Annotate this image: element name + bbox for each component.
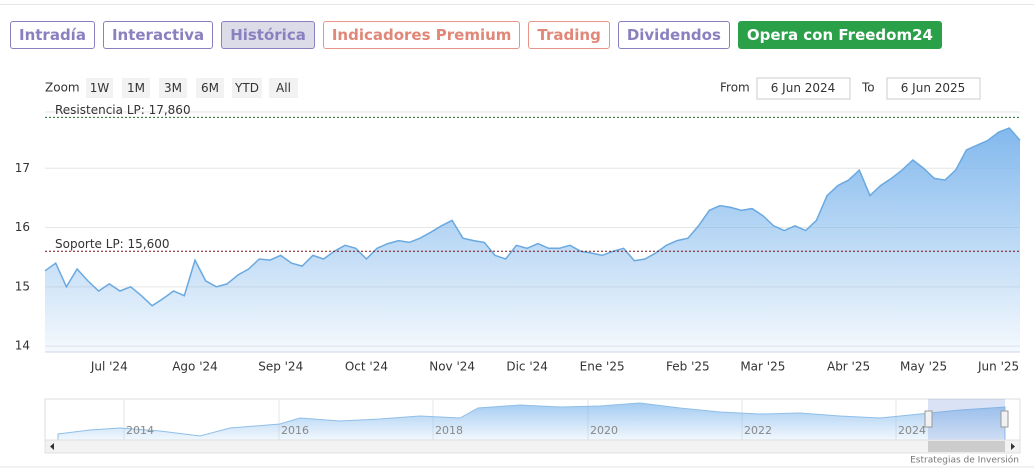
zoom-button-label[interactable]: 6M bbox=[201, 81, 219, 95]
scrollbar-thumb[interactable] bbox=[928, 441, 1005, 452]
zoom-button-label[interactable]: 1M bbox=[127, 81, 145, 95]
to-input[interactable] bbox=[886, 77, 981, 100]
y-tick-label: 17 bbox=[15, 161, 30, 175]
x-tick-label: Nov '24 bbox=[429, 360, 475, 374]
x-tick-label: Abr '25 bbox=[827, 360, 870, 374]
x-tick-label: Oct '24 bbox=[345, 360, 388, 374]
x-tick-label: Jun '25 bbox=[977, 360, 1019, 374]
x-tick-label: Dic '24 bbox=[506, 360, 548, 374]
x-tick-label: Feb '25 bbox=[666, 360, 710, 374]
zoom-button-label[interactable]: 3M bbox=[164, 81, 182, 95]
x-tick-label: Ene '25 bbox=[580, 360, 625, 374]
annotation-label: Resistencia LP: 17,860 bbox=[55, 103, 191, 117]
tab[interactable]: Trading bbox=[528, 21, 610, 49]
tab[interactable]: Indicadores Premium bbox=[322, 21, 521, 49]
zoom-button[interactable] bbox=[232, 78, 262, 98]
tab[interactable]: Opera con Freedom24 bbox=[737, 21, 942, 49]
to-label: To bbox=[861, 81, 875, 95]
tab[interactable]: Intradía bbox=[10, 21, 95, 49]
navigator-label: 2018 bbox=[435, 424, 463, 437]
tab[interactable]: Interactiva bbox=[102, 21, 214, 49]
zoom-button[interactable] bbox=[269, 78, 298, 98]
to-value[interactable]: 6 Jun 2025 bbox=[901, 81, 966, 95]
zoom-button-label[interactable]: All bbox=[276, 81, 291, 95]
navigator-selection[interactable] bbox=[928, 399, 1005, 440]
navigator-handle[interactable] bbox=[1000, 410, 1009, 428]
navigator-label: 2016 bbox=[281, 424, 309, 437]
divider bbox=[0, 4, 1034, 5]
line bbox=[44, 127, 1021, 307]
x-tick-label: Mar '25 bbox=[740, 360, 785, 374]
tab-bar: Intradía Interactiva Histórica Indicador… bbox=[10, 21, 942, 49]
zoom-button[interactable] bbox=[196, 78, 224, 98]
from-input[interactable] bbox=[756, 77, 851, 100]
from-value[interactable]: 6 Jun 2024 bbox=[771, 81, 836, 95]
navigator-label: 2022 bbox=[744, 424, 772, 437]
tab[interactable]: Dividendos bbox=[617, 21, 730, 49]
zoom-button[interactable] bbox=[122, 78, 150, 98]
zoom-button[interactable] bbox=[86, 78, 113, 98]
navigator-label: 2024 bbox=[898, 424, 926, 437]
credit: Estrategias de Inversión bbox=[910, 455, 1019, 466]
x-tick-label: Sep '24 bbox=[258, 360, 303, 374]
y-tick-label: 14 bbox=[15, 339, 30, 353]
y-tick-label: 15 bbox=[15, 279, 30, 293]
zoom-button[interactable] bbox=[159, 78, 187, 98]
zoom-button-label[interactable]: YTD bbox=[234, 81, 259, 95]
tab[interactable]: Histórica bbox=[221, 21, 315, 49]
from-label: From bbox=[720, 81, 750, 95]
x-tick-label: May '25 bbox=[900, 360, 947, 374]
navigator-series bbox=[57, 402, 1006, 441]
y-tick-label: 16 bbox=[15, 220, 30, 234]
zoom-button-label[interactable]: 1W bbox=[90, 81, 110, 95]
navigator-handle[interactable] bbox=[924, 410, 933, 428]
navigator-label: 2014 bbox=[126, 424, 154, 437]
navigator-label: 2020 bbox=[590, 424, 618, 437]
area bbox=[45, 128, 1020, 352]
x-tick-label: Ago '24 bbox=[172, 360, 218, 374]
x-tick-label: Jul '24 bbox=[90, 360, 128, 374]
zoom-label: Zoom bbox=[45, 81, 80, 95]
annotation-label: Soporte LP: 15,600 bbox=[55, 237, 170, 251]
scrollbar[interactable] bbox=[44, 439, 1021, 454]
